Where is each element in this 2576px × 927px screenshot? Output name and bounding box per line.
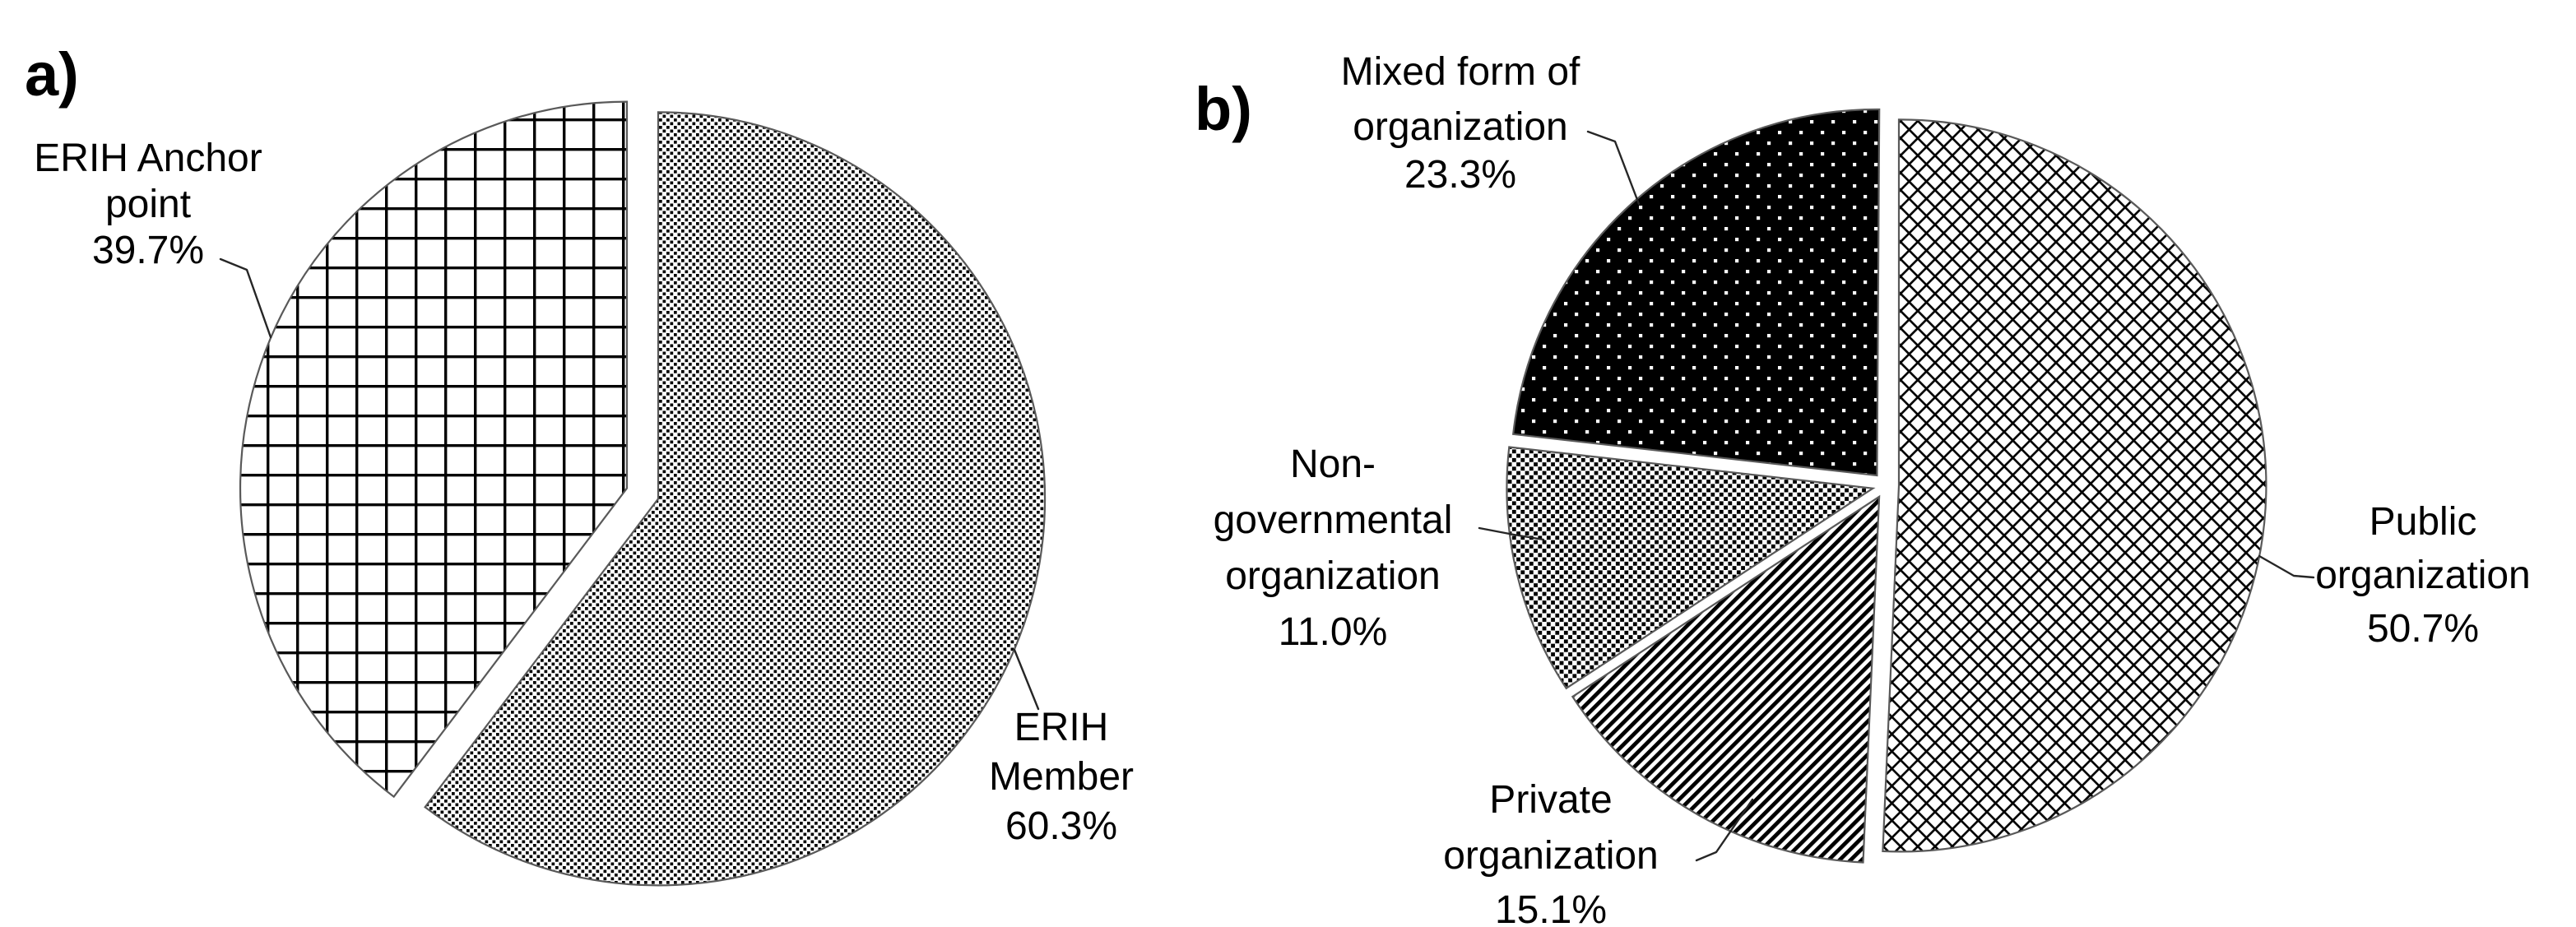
pie-slice-mixed-form-of-organization xyxy=(1511,108,1881,477)
label-mixed-form-line2: organization xyxy=(1353,105,1568,149)
panel-b-letter: b) xyxy=(1195,75,1252,143)
label-ngo-line2: governmental xyxy=(1214,498,1453,542)
leader-line-mixed-form xyxy=(1586,130,1641,206)
pie-slice-erih-member xyxy=(424,111,1047,887)
label-private-value: 15.1% xyxy=(1495,888,1607,927)
label-ngo-value: 11.0% xyxy=(1279,610,1388,654)
panel-b: b) Mixed form of organization 23.3% Non-… xyxy=(1195,50,2531,927)
label-erih-anchor-point-line1: ERIH Anchor xyxy=(34,137,262,180)
panel-a-letter: a) xyxy=(25,40,79,109)
pie-slice-public-organization xyxy=(1882,118,2267,853)
pie-b-slices xyxy=(1506,108,2267,864)
label-private-organization: Private organization 15.1% xyxy=(1443,778,1659,927)
panel-a: a) ERIH Anchor point 39.7% ERIH Member 6… xyxy=(25,40,1134,887)
label-erih-anchor-point-line2: point xyxy=(105,183,191,226)
label-erih-member-line1: ERIH xyxy=(1014,706,1109,749)
leader-line-erih-anchor-point xyxy=(219,257,272,339)
label-mixed-form-of-organization: Mixed form of organization 23.3% xyxy=(1341,50,1580,197)
label-mixed-form-line1: Mixed form of xyxy=(1341,50,1580,94)
label-erih-member-value: 60.3% xyxy=(1005,804,1117,848)
label-ngo-line3: organization xyxy=(1225,554,1441,598)
label-public-value: 50.7% xyxy=(2367,607,2479,651)
pie-slice-erih-anchor-point xyxy=(239,100,629,799)
leader-line-erih-member xyxy=(1013,648,1040,711)
label-public-organization: Public organization 50.7% xyxy=(2315,500,2531,651)
label-non-governmental-organization: Non- governmental organization 11.0% xyxy=(1214,443,1453,654)
label-public-line1: Public xyxy=(2369,500,2477,544)
label-private-line2: organization xyxy=(1443,834,1659,878)
label-public-line2: organization xyxy=(2315,554,2531,597)
leader-line-non-governmental xyxy=(1478,526,1545,541)
label-mixed-form-value: 23.3% xyxy=(1404,153,1516,197)
leader-line-public xyxy=(2258,554,2315,579)
label-erih-member: ERIH Member 60.3% xyxy=(989,706,1134,848)
label-private-line1: Private xyxy=(1489,778,1612,822)
label-erih-anchor-point-value: 39.7% xyxy=(92,229,204,272)
label-erih-anchor-point: ERIH Anchor point 39.7% xyxy=(34,137,262,272)
pie-slice-private-organization xyxy=(1571,494,1881,864)
label-ngo-line1: Non- xyxy=(1290,443,1376,486)
leader-line-private xyxy=(1695,798,1754,862)
pie-slice-non-governmental-organization xyxy=(1506,446,1876,690)
label-erih-member-line2: Member xyxy=(989,755,1134,799)
pie-a-slices xyxy=(239,100,1047,887)
